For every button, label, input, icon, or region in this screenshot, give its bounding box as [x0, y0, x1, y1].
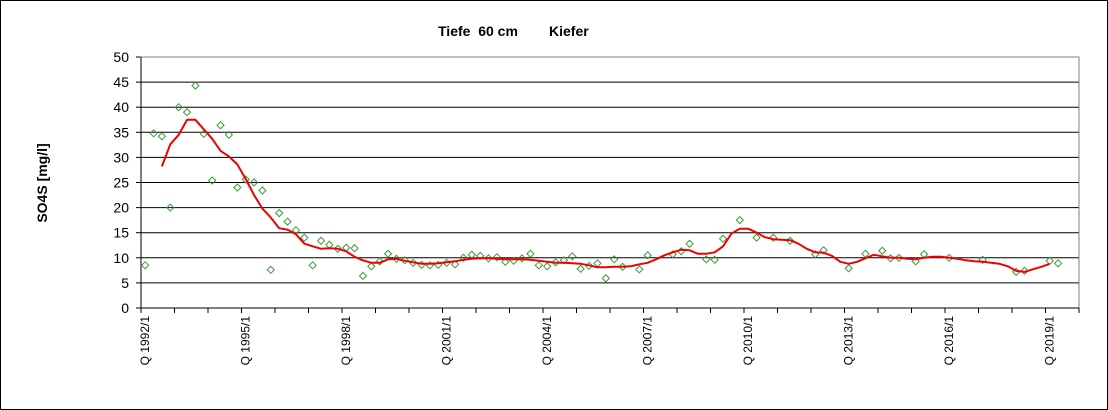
data-point-diamond [283, 217, 292, 226]
x-tick-label: Q 1995/1 [239, 316, 253, 366]
data-point-diamond [157, 132, 167, 141]
data-point-diamond [350, 244, 359, 253]
data-point-diamond [534, 261, 544, 270]
x-tick-label: Q 2001/1 [440, 316, 454, 366]
data-point-diamond [492, 253, 502, 262]
x-tick-label: Q 2007/1 [641, 316, 655, 366]
data-point-diamond [559, 256, 569, 265]
y-tick-label: 50 [113, 49, 129, 65]
data-point-diamond [735, 215, 745, 225]
data-point-diamond [601, 274, 611, 283]
data-point-diamond [308, 261, 317, 270]
data-point-diamond [191, 81, 200, 90]
y-tick-label: 35 [113, 124, 129, 140]
data-point-diamond [752, 233, 761, 242]
data-point-diamond [316, 236, 326, 245]
data-point-diamond [685, 239, 694, 248]
chart-title-right: Kiefer [549, 23, 589, 39]
data-point-diamond [1020, 266, 1029, 276]
data-point-diamond [542, 262, 552, 271]
data-point-diamond [266, 265, 276, 275]
y-tick-labels: 0 5 10 15 20 25 30 35 40 45 50 [113, 49, 129, 316]
data-point-diamond [174, 102, 183, 112]
y-tick-label: 15 [113, 225, 129, 241]
x-tick-label: Q 1998/1 [339, 316, 353, 366]
moving-average-line [160, 118, 1051, 273]
data-point-diamond [166, 203, 175, 212]
data-point-diamond [224, 130, 234, 140]
x-tick-labels: Q 1992/1 Q 1995/1 Q 1998/1 Q 2001/1 Q 2004/1… [138, 316, 1057, 366]
data-point-diamond [216, 121, 225, 130]
data-point-diamond [643, 251, 652, 260]
data-point-diamond [568, 252, 577, 261]
y-tick-label: 30 [113, 149, 129, 165]
data-point-diamond [526, 249, 535, 258]
data-point-diamond [241, 175, 250, 184]
data-point-diamond [249, 178, 259, 187]
data-point-diamond [609, 255, 619, 264]
data-point-diamond [877, 246, 887, 255]
data-point-diamond [274, 208, 284, 218]
series-layer [140, 81, 1063, 283]
y-tick-label: 20 [113, 200, 129, 216]
y-tick-label: 10 [113, 250, 129, 266]
data-point-diamond [400, 256, 410, 265]
x-tick-label: Q 2019/1 [1043, 316, 1057, 366]
data-point-diamond [300, 233, 309, 242]
data-point-diamond [501, 257, 510, 267]
data-point-diamond [635, 265, 644, 274]
data-point-diamond [769, 233, 778, 242]
data-point-diamond [702, 255, 711, 264]
axes [140, 56, 1080, 313]
data-point-diamond [149, 129, 158, 138]
data-point-diamond [551, 258, 560, 267]
y-tick-label: 25 [113, 175, 129, 191]
y-axis-label: SO4S [mg/l] [34, 143, 50, 222]
data-point-diamond [367, 262, 376, 271]
data-point-diamond [718, 234, 728, 243]
y-tick-label: 45 [113, 74, 129, 90]
data-point-diamond [207, 176, 217, 185]
data-point-diamond [576, 264, 585, 274]
x-tick-label: Q 1992/1 [138, 316, 152, 366]
data-point-diamond [383, 249, 393, 258]
data-point-diamond [333, 244, 343, 253]
data-point-diamond [233, 183, 242, 192]
data-point-diamond [358, 271, 368, 281]
data-point-diamond [450, 260, 460, 269]
data-point-diamond [375, 257, 384, 266]
y-tick-label: 5 [121, 275, 129, 291]
x-tick-label: Q 2004/1 [540, 316, 554, 366]
chart-title-left: Tiefe 60 cm [438, 23, 518, 39]
data-point-diamond [844, 264, 853, 273]
data-point-diamond [140, 261, 150, 270]
data-point-diamond [459, 253, 468, 263]
y-tick-label: 40 [113, 99, 129, 115]
data-point-diamond [484, 254, 493, 263]
x-tick-label: Q 2016/1 [942, 316, 956, 366]
data-point-diamond [1053, 259, 1063, 268]
data-point-diamond [182, 108, 192, 117]
x-tick-label: Q 2013/1 [842, 316, 856, 366]
y-tick-label: 0 [121, 300, 129, 316]
x-tick-label: Q 2010/1 [741, 316, 755, 366]
data-point-diamond [894, 253, 904, 263]
data-point-diamond [258, 186, 267, 195]
data-point-diamond [392, 254, 401, 264]
data-point-diamond [517, 254, 527, 263]
data-point-diamond [710, 255, 719, 265]
data-point-diamond [978, 255, 987, 265]
